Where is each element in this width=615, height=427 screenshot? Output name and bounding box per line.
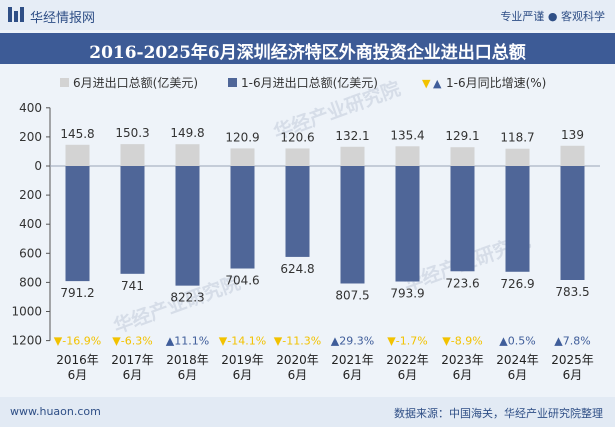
- legend-marker-down: ▼: [422, 77, 431, 90]
- label-h1: 723.6: [445, 276, 479, 290]
- label-june: 120.9: [225, 130, 259, 144]
- x-tick-label: 2025年 6月: [551, 353, 594, 382]
- y-tick-label: 200: [19, 130, 42, 144]
- label-june: 120.6: [280, 130, 314, 144]
- y-tick-label: 400: [19, 217, 42, 231]
- growth-label: ▼-1.7%: [387, 335, 427, 348]
- y-tick-label: 200: [19, 188, 42, 202]
- x-axis: 2016年 6月 2017年 6月 2018年 6月 2019年 6月 2020年 6月 2021年…: [56, 353, 594, 382]
- x-tick-label: 2017年 6月: [111, 353, 154, 382]
- label-h1: 624.8: [280, 262, 314, 276]
- bar-june: [230, 148, 255, 166]
- bar-h1: [450, 166, 475, 272]
- bar-h1: [395, 166, 420, 282]
- bar-h1: [285, 166, 310, 257]
- bar-june: [285, 148, 310, 166]
- bar-h1: [230, 166, 255, 269]
- label-h1: 822.3: [170, 291, 204, 305]
- y-tick-label: 0: [34, 159, 42, 173]
- title-bar: [0, 33, 615, 64]
- y-tick-label: 600: [19, 246, 42, 260]
- y-tick-label: 1200: [11, 334, 42, 348]
- header-slogan: 专业严谨 ● 客观科学: [500, 10, 605, 23]
- bar-june: [450, 147, 475, 166]
- label-june: 132.1: [335, 129, 369, 143]
- x-tick-label: 2020年 6月: [276, 353, 319, 382]
- legend-marker-up: ▲: [433, 77, 442, 90]
- bar-june: [395, 146, 420, 166]
- label-june: 149.8: [170, 126, 204, 140]
- legend-label-h1: 1-6月进出口总额(亿美元): [241, 75, 378, 90]
- label-june: 129.1: [445, 129, 479, 143]
- x-tick-label: 2022年 6月: [386, 353, 429, 382]
- legend-label-growth: 1-6月同比增速(%): [446, 76, 546, 90]
- bar-june: [120, 144, 145, 166]
- label-h1: 704.6: [225, 274, 259, 288]
- label-june: 118.7: [500, 131, 534, 145]
- x-tick-label: 2019年 6月: [221, 353, 264, 382]
- data-labels: 145.8 791.2 150.3 741 149.8 822.3 120.9 704.6 12…: [60, 126, 589, 305]
- y-tick-label: 800: [19, 275, 42, 289]
- growth-label: ▲7.8%: [554, 335, 590, 348]
- label-h1: 793.9: [390, 287, 424, 301]
- brand-name: 华经情报网: [30, 11, 96, 26]
- chart-title: 2016-2025年6月深圳经济特区外商投资企业进出口总额: [89, 43, 526, 63]
- footer-bar: [0, 397, 615, 427]
- legend-label-june: 6月进出口总额(亿美元): [73, 75, 198, 90]
- label-june: 150.3: [115, 126, 149, 140]
- label-june: 139: [561, 128, 584, 142]
- x-tick-label: 2018年 6月: [166, 353, 209, 382]
- growth-label: ▼-8.9%: [442, 335, 482, 348]
- growth-label: ▼-14.1%: [219, 335, 266, 348]
- y-tick-label: 1000: [11, 305, 42, 319]
- bar-june: [340, 146, 365, 166]
- bar-june: [65, 144, 90, 166]
- label-june: 135.4: [390, 128, 424, 142]
- bar-h1: [560, 166, 585, 280]
- y-tick-label: 400: [19, 101, 42, 115]
- bar-h1: [120, 166, 145, 274]
- bar-june: [560, 145, 585, 166]
- x-tick-label: 2023年 6月: [441, 353, 484, 382]
- logo-icon: [8, 7, 24, 26]
- bar-h1: [505, 166, 530, 272]
- website-url: www.huaon.com: [10, 405, 101, 418]
- top-header-bar: [0, 0, 615, 30]
- bar-h1: [340, 166, 365, 284]
- growth-label: ▲29.3%: [331, 335, 374, 348]
- legend-marker-june: [60, 78, 69, 87]
- growth-label: ▼-11.3%: [274, 335, 321, 348]
- x-tick-label: 2021年 6月: [331, 353, 374, 382]
- label-h1: 741: [121, 279, 144, 293]
- bar-june: [505, 148, 530, 166]
- x-tick-label: 2016年 6月: [56, 353, 99, 382]
- growth-label: ▲0.5%: [499, 335, 535, 348]
- label-h1: 807.5: [335, 288, 369, 302]
- growth-label: ▼-16.9%: [54, 335, 101, 348]
- label-h1: 726.9: [500, 277, 534, 291]
- bar-june: [175, 144, 200, 166]
- bar-h1: [65, 166, 90, 282]
- label-h1: 791.2: [60, 286, 94, 300]
- bar-h1: [175, 166, 200, 286]
- growth-label: ▼-6.3%: [112, 335, 152, 348]
- bar-series: [65, 144, 585, 286]
- label-june: 145.8: [60, 127, 94, 141]
- label-h1: 783.5: [555, 285, 589, 299]
- growth-label: ▲11.1%: [166, 335, 209, 348]
- growth-labels: ▼-16.9% ▼-6.3% ▲11.1% ▼-14.1% ▼-11.3% ▲29.3% ▼…: [54, 335, 591, 348]
- data-source: 数据来源：中国海关，华经产业研究院整理: [394, 407, 603, 420]
- legend-marker-h1: [228, 78, 237, 87]
- chart-legend: 6月进出口总额(亿美元) 1-6月进出口总额(亿美元) ▼ ▲ 1-6月同比增速(%): [60, 75, 546, 90]
- chart-area: 6月进出口总额(亿美元) 1-6月进出口总额(亿美元) ▼ ▲ 1-6月同比增速(%) …: [11, 75, 600, 382]
- x-tick-label: 2024年 6月: [496, 353, 539, 382]
